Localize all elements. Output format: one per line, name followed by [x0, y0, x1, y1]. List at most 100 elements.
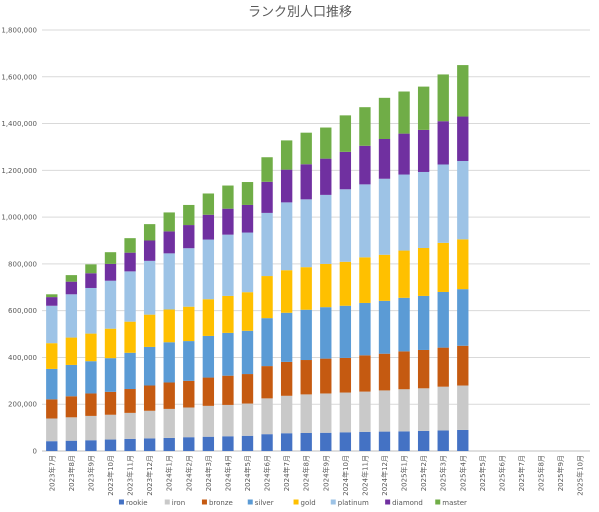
bar-master: [222, 185, 234, 209]
bar-platinum: [85, 287, 97, 334]
bar-iron: [143, 410, 156, 439]
bar-gold: [183, 306, 195, 342]
x-tick-label: 2025年2月: [419, 455, 428, 491]
bar-master: [65, 275, 78, 282]
legend-swatch-bronze: [201, 499, 207, 505]
bar-master: [378, 97, 391, 139]
bar-diamond: [437, 121, 449, 165]
bar-gold: [46, 343, 58, 369]
legend-swatch-rookie: [118, 499, 124, 505]
bar-bronze: [241, 374, 254, 404]
bar-iron: [398, 389, 410, 432]
bar-platinum: [202, 239, 215, 300]
x-tick-label: 2024年11月: [360, 455, 369, 496]
x-tick-label: 2023年11月: [126, 455, 135, 496]
bar-platinum: [320, 194, 332, 264]
bar-bronze: [398, 351, 410, 390]
bar-silver: [241, 330, 254, 375]
bar-iron: [359, 391, 371, 432]
legend: rookie iron bronze silver gold platinum diamon…: [118, 499, 467, 507]
bar-diamond: [222, 208, 234, 235]
legend-label-silver: silver: [255, 499, 274, 507]
y-tick-label: 600,000: [8, 307, 37, 315]
bar-iron: [457, 385, 469, 430]
bar-master: [417, 86, 430, 130]
bar-silver: [417, 295, 430, 350]
x-tick-label: 2024年2月: [184, 455, 193, 491]
legend-swatch-gold: [293, 499, 299, 505]
bar-platinum: [398, 174, 410, 251]
bar-master: [437, 74, 449, 122]
legend-swatch-platinum: [330, 499, 336, 505]
bar-master: [183, 204, 195, 226]
bar-iron: [104, 414, 117, 440]
bar-platinum: [222, 234, 234, 296]
bar-diamond: [85, 273, 97, 288]
bar-bronze: [143, 385, 156, 411]
bar-platinum: [65, 294, 78, 338]
bar-bronze: [104, 391, 117, 415]
y-tick-label: 800,000: [8, 260, 37, 268]
x-tick-label: 2023年10月: [106, 455, 115, 496]
legend-label-master: master: [442, 499, 467, 507]
y-tick-label: 200,000: [8, 401, 37, 409]
gridlines: [42, 29, 590, 452]
bar-silver: [163, 342, 175, 383]
bar-rookie: [398, 431, 410, 451]
bar-platinum: [124, 271, 136, 322]
bar-gold: [143, 314, 156, 347]
bar-master: [320, 127, 332, 159]
bar-bronze: [320, 358, 332, 394]
x-tick-label: 2024年12月: [380, 455, 389, 496]
bar-gold: [65, 337, 78, 365]
bar-rookie: [261, 434, 273, 451]
bar-gold: [222, 295, 234, 333]
legend-label-platinum: platinum: [338, 499, 369, 507]
y-tick-label: 1,200,000: [1, 167, 37, 175]
bar-diamond: [183, 225, 195, 249]
bar-rookie: [320, 432, 332, 451]
x-tick-label: 2025年10月: [576, 455, 585, 496]
bar-master: [398, 91, 410, 134]
bar-diamond: [300, 164, 312, 200]
bar-platinum: [183, 248, 195, 307]
x-tick-label: 2025年4月: [458, 455, 467, 491]
bar-diamond: [398, 133, 410, 175]
bar-rookie: [124, 438, 136, 451]
bar-silver: [398, 297, 410, 352]
bar-gold: [85, 333, 97, 362]
bar-master: [163, 212, 175, 232]
bar-bronze: [359, 355, 371, 392]
x-tick-label: 2023年12月: [145, 455, 154, 496]
bar-gold: [163, 309, 175, 343]
bar-iron: [300, 394, 312, 433]
x-tick-label: 2024年1月: [165, 455, 174, 491]
legend-label-rookie: rookie: [126, 499, 148, 507]
x-tick-label: 2024年6月: [263, 455, 272, 491]
bar-silver: [202, 335, 215, 378]
bar-gold: [280, 270, 293, 313]
bar-iron: [85, 415, 97, 441]
bar-diamond: [457, 116, 469, 161]
legend-label-iron: iron: [172, 499, 185, 507]
bar-silver: [124, 352, 136, 390]
bar-diamond: [65, 281, 78, 295]
bar-silver: [261, 318, 273, 367]
bar-platinum: [46, 305, 58, 344]
bar-gold: [417, 247, 430, 296]
bar-diamond: [241, 204, 254, 233]
bar-rookie: [300, 432, 312, 451]
bar-diamond: [104, 263, 117, 281]
bar-silver: [437, 291, 449, 348]
bar-gold: [437, 242, 449, 292]
bar-iron: [378, 390, 391, 432]
x-tick-label: 2025年5月: [478, 455, 487, 491]
legend-label-gold: gold: [301, 499, 316, 507]
bar-silver: [378, 300, 391, 354]
bar-gold: [300, 267, 312, 310]
bar-rookie: [280, 433, 293, 451]
bar-bronze: [300, 360, 312, 395]
bar-diamond: [378, 138, 391, 179]
x-tick-label: 2025年1月: [400, 455, 409, 491]
